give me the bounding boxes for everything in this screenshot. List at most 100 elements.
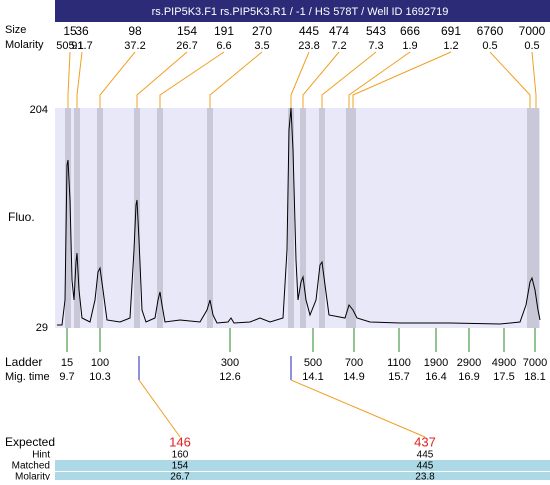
peak-molarity: 26.7 — [176, 40, 197, 52]
ladder-size: 1900 — [424, 357, 448, 369]
peak-band — [97, 108, 103, 328]
peak-connector — [352, 51, 452, 108]
ladder-time: 16.4 — [425, 371, 446, 383]
peak-band — [527, 108, 533, 328]
ladder-time: 14.1 — [302, 371, 323, 383]
expected-size: 146 — [169, 434, 191, 449]
peak-band — [207, 108, 213, 328]
peak-molarity: 0.5 — [524, 40, 539, 52]
ladder-time: 15.7 — [388, 371, 409, 383]
peak-size: 154 — [177, 24, 197, 38]
y-max-label: 204 — [30, 104, 48, 116]
peak-size: 36 — [75, 24, 89, 38]
molarity-row — [55, 472, 550, 483]
peak-size: 270 — [252, 24, 272, 38]
peak-molarity: 23.8 — [298, 40, 319, 52]
peak-size: 191 — [214, 24, 234, 38]
size-label: Size — [5, 24, 26, 36]
peak-size: 691 — [441, 24, 461, 38]
matched-size: 154 — [172, 461, 189, 472]
matched-row — [55, 460, 550, 471]
peak-size: 7000 — [519, 24, 546, 38]
peak-molarity: 1.9 — [402, 40, 417, 52]
peak-band — [533, 108, 539, 328]
ladder-size: 1100 — [387, 357, 411, 369]
peak-molarity: 6.6 — [216, 40, 231, 52]
peak-molarity: 7.3 — [368, 40, 383, 52]
peak-band — [157, 108, 163, 328]
y-min-label: 29 — [36, 322, 48, 334]
matched-molarity: 23.8 — [415, 472, 435, 480]
ladder-size: 500 — [304, 357, 322, 369]
peak-size: 666 — [400, 24, 420, 38]
peak-band — [74, 108, 80, 328]
peak-connector — [159, 51, 225, 108]
peak-band — [346, 108, 352, 328]
peak-size: 6760 — [477, 24, 504, 38]
ladder-size: 300 — [221, 357, 239, 369]
peak-connector — [348, 51, 411, 108]
peak-molarity: 3.5 — [254, 40, 269, 52]
molarity-label: Molarity — [5, 39, 44, 51]
peak-band — [300, 108, 306, 328]
ladder-time: 18.1 — [524, 371, 545, 383]
peak-molarity: 505.1 — [56, 40, 84, 52]
ladder-time: 12.6 — [219, 371, 240, 383]
hint-label: Hint — [32, 450, 50, 461]
peak-connector — [99, 51, 136, 108]
expected-connector — [138, 379, 181, 438]
ladder-size: 15 — [61, 357, 73, 369]
ladder-time: 17.5 — [493, 371, 514, 383]
y-axis-label: Fluo. — [8, 210, 35, 224]
expected-connector — [290, 379, 426, 438]
peak-molarity: 1.2 — [443, 40, 458, 52]
peak-connector — [67, 51, 71, 108]
peak-size: 98 — [128, 24, 142, 38]
peak-connector — [302, 51, 340, 108]
peak-connector — [321, 51, 377, 108]
ladder-time: 10.3 — [89, 371, 110, 383]
peak-connector — [209, 51, 263, 108]
expected-molarity-label: Molarity — [15, 472, 50, 480]
peak-band — [350, 108, 356, 328]
expected-size: 437 — [414, 434, 436, 449]
mig-time-label: Mig. time — [5, 371, 50, 383]
peak-size: 543 — [366, 24, 386, 38]
title: rs.PIP5K3.F1 rs.PIP5K3.R1 / -1 / HS 578T… — [152, 6, 449, 18]
ladder-label: Ladder — [5, 355, 42, 369]
expected-label: Expected — [5, 435, 55, 449]
title-bar — [55, 0, 550, 22]
matched-label: Matched — [12, 461, 50, 472]
peak-molarity: 7.2 — [331, 40, 346, 52]
ladder-size: 4900 — [492, 357, 516, 369]
ladder-size: 700 — [345, 357, 363, 369]
matched-molarity: 26.7 — [170, 472, 190, 480]
ladder-time: 16.9 — [458, 371, 479, 383]
peak-connector — [290, 51, 310, 108]
hint-size: 160 — [172, 450, 189, 461]
matched-size: 445 — [417, 461, 434, 472]
peak-band — [134, 108, 140, 328]
peak-band — [288, 108, 294, 328]
ladder-time: 14.9 — [343, 371, 364, 383]
peak-molarity: 37.2 — [124, 40, 145, 52]
ladder-size: 7000 — [523, 357, 547, 369]
peak-molarity: 91.7 — [71, 40, 92, 52]
peak-connector — [136, 51, 188, 108]
peak-connector — [489, 51, 531, 108]
ladder-time: 9.7 — [59, 371, 74, 383]
peak-size: 445 — [299, 24, 319, 38]
ladder-size: 100 — [91, 357, 109, 369]
peak-band — [319, 108, 325, 328]
trace — [57, 107, 541, 326]
peak-molarity: 0.5 — [482, 40, 497, 52]
peak-band — [65, 108, 71, 328]
peak-connector — [76, 51, 83, 108]
ladder-size: 2900 — [457, 357, 481, 369]
peak-size: 474 — [329, 24, 349, 38]
hint-size: 445 — [417, 450, 434, 461]
peak-connector — [531, 51, 537, 108]
peak-size: 15 — [63, 24, 77, 38]
